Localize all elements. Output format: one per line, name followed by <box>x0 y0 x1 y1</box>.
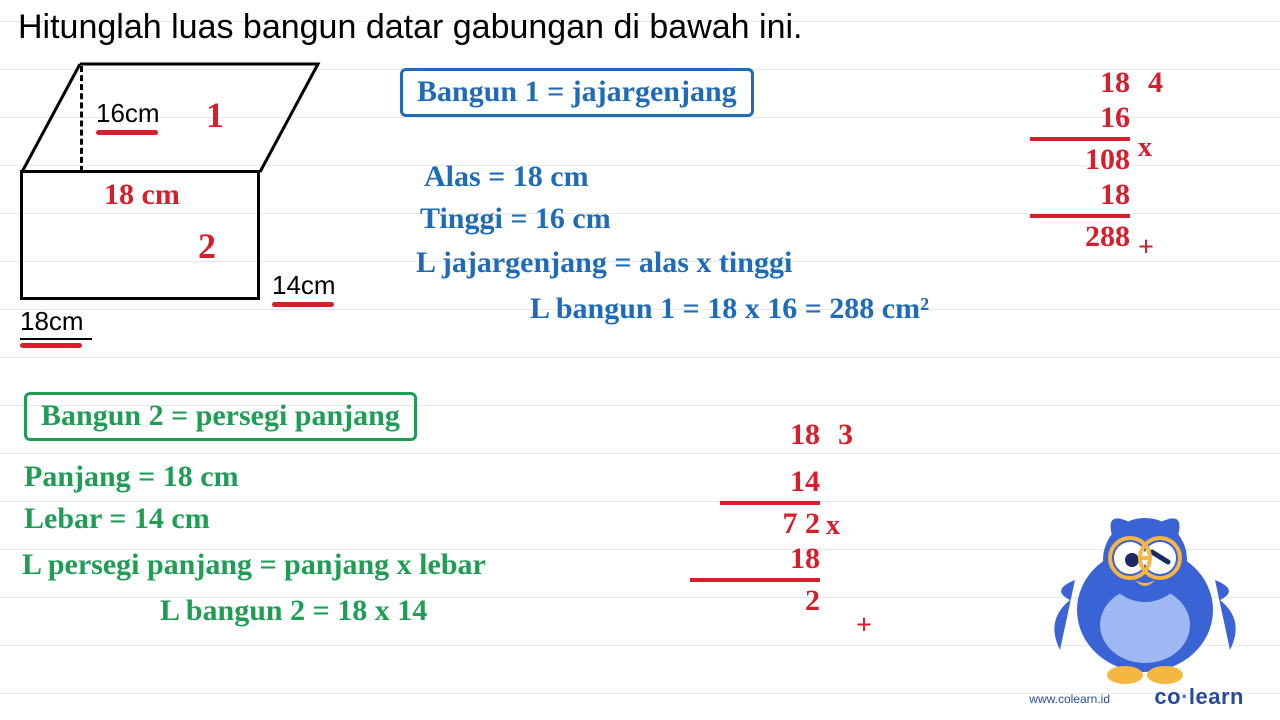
b2-result: L bangun 2 = 18 x 14 <box>160 594 427 628</box>
c2-r5: 2 <box>720 584 820 619</box>
c1-r5: 288 <box>1030 220 1130 255</box>
composite-shape-diagram: 16cm 1 18 cm 2 14cm 18cm <box>18 60 358 370</box>
brand-url: www.colearn.id <box>1029 692 1110 706</box>
annot-shape-1: 1 <box>206 94 224 136</box>
c1-line2 <box>1030 214 1130 218</box>
c1-r3: 108 <box>1030 143 1130 178</box>
page-content: Hitunglah luas bangun datar gabungan di … <box>0 0 1280 720</box>
mascot-svg <box>1040 490 1250 690</box>
c2-line1 <box>720 501 820 505</box>
annot-18cm: 18 cm <box>104 178 180 212</box>
c1-op1: x <box>1138 132 1152 164</box>
label-16cm: 16cm <box>96 98 160 129</box>
heading-bangun-2: Bangun 2 = persegi panjang <box>24 392 417 441</box>
b2-panjang: Panjang = 18 cm <box>24 460 239 494</box>
brand-learn: learn <box>1189 684 1244 709</box>
annot-shape-2: 2 <box>198 225 216 267</box>
b1-tinggi: Tinggi = 16 cm <box>420 202 611 236</box>
c2-line2 <box>690 578 820 582</box>
c1-op2: + <box>1138 232 1154 264</box>
b2-formula: L persegi panjang = panjang x lebar <box>22 548 486 582</box>
label-18cm: 18cm <box>20 306 84 337</box>
calc1-column: 18 16 108 18 288 <box>1030 66 1130 255</box>
c2-r4: 18 <box>720 542 820 577</box>
c2-carry: 3 <box>838 418 853 452</box>
brand-logo: co·learn <box>1154 684 1244 710</box>
c1-r2: 16 <box>1030 101 1130 136</box>
b2-lebar: Lebar = 14 cm <box>24 502 210 536</box>
c2-gap <box>720 453 820 465</box>
heading-bangun-1: Bangun 1 = jajargenjang <box>400 68 754 117</box>
c2-r3: 7 2 <box>720 507 820 542</box>
brand-co: co <box>1154 684 1181 709</box>
height-dashed-line <box>80 66 83 172</box>
c1-r4: 18 <box>1030 178 1130 213</box>
mascot-bird <box>1040 490 1250 690</box>
c2-op1: x <box>826 510 840 542</box>
b1-alas: Alas = 18 cm <box>424 160 589 194</box>
underline-14 <box>272 302 334 307</box>
b1-formula: L jajargenjang = alas x tinggi <box>416 246 792 280</box>
c2-r2: 14 <box>720 465 820 500</box>
brand-dot: · <box>1181 684 1189 709</box>
c1-line1 <box>1030 137 1130 141</box>
c2-op2: + <box>856 610 872 642</box>
b1-result: L bangun 1 = 18 x 16 = 288 cm² <box>530 292 929 326</box>
c2-r1: 18 <box>720 418 820 453</box>
question-title: Hitunglah luas bangun datar gabungan di … <box>18 8 803 47</box>
c1-carry: 4 <box>1148 66 1163 100</box>
underline-16 <box>96 130 158 135</box>
c1-r1: 18 <box>1030 66 1130 101</box>
calc2-column: 18 14 7 2 18 2 <box>720 418 820 619</box>
underline-18-black <box>20 338 92 340</box>
label-14cm: 14cm <box>272 270 336 301</box>
underline-18-red <box>20 343 82 348</box>
